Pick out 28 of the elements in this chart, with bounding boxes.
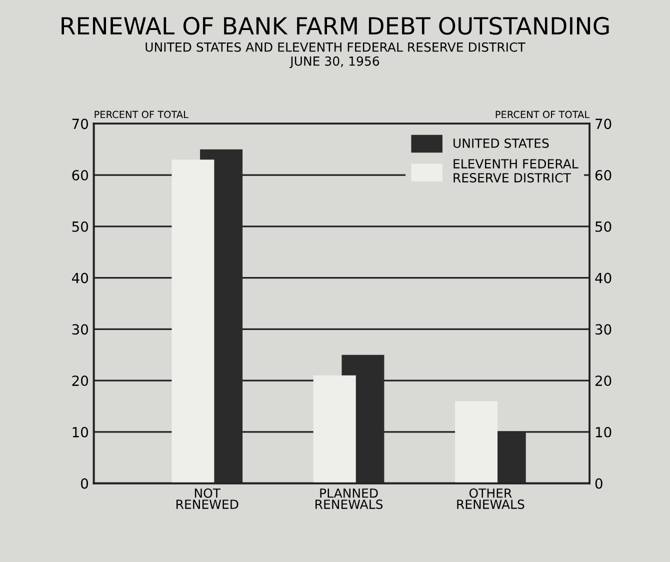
y-tick-label: 30 [72,324,88,335]
chart-subtitle: UNITED STATES AND ELEVENTH FEDERAL RESERVE DISTRICT JUNE 30, 1956 [146,42,526,68]
y2-tick-label: 70 [596,118,612,130]
y-tick-label: 60 [72,170,88,180]
y2-tick-label: 30 [596,324,612,335]
x-tick-label: NOT RENEWED [176,488,238,509]
x-tick-label: OTHER RENEWALS [457,488,524,510]
y2-tick-label: 50 [596,221,612,232]
y-tick-label: 50 [72,221,88,232]
y2-tick-label: 60 [595,170,612,180]
bar [313,375,356,484]
y-tick-label: 20 [72,376,88,386]
y2-axis-title: PERCENT OF TOTAL [496,110,590,118]
y-tick-label: 10 [72,426,88,438]
y-tick-label: 40 [72,272,88,284]
chart-title: RENEWAL OF BANK FARM DEBT OUTSTANDING [62,16,609,35]
legend-label: UNITED STATES [454,138,549,148]
bar [172,160,214,484]
y2-tick-label: 0 [595,478,602,489]
y2-tick-label: 40 [595,272,612,284]
y2-tick-label: 20 [595,376,612,386]
x-tick-label: PLANNED RENEWALS [316,488,383,510]
y2-tick-label: 10 [596,426,612,438]
y-tick-label: 70 [72,118,88,130]
y-axis-title: PERCENT OF TOTAL [94,110,188,118]
bar [455,401,498,484]
y-tick-label: 0 [81,478,88,489]
legend-label: ELEVENTH FEDERAL RESERVE DISTRICT [454,159,578,182]
